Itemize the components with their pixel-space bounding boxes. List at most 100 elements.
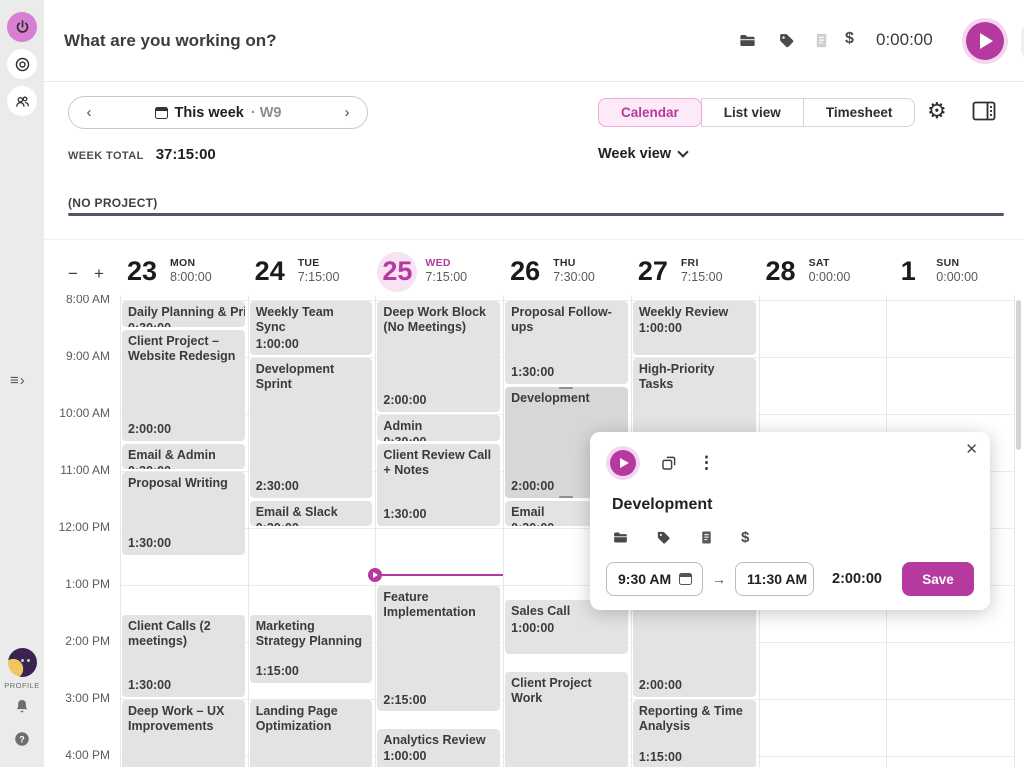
event-duration: 2:30:00 [255,478,299,493]
event-duration: 1:30:00 [383,507,427,522]
start-time-input[interactable]: 9:30 AM [606,562,703,596]
divider [44,239,1024,240]
folder-icon[interactable] [612,529,629,546]
day-header-tue[interactable]: 24 TUE 7:15:00 [250,248,374,295]
calendar-event[interactable]: Daily Planning & Priori 0:30:00 [122,301,245,327]
day-gridline [120,295,121,767]
view-tabs: Calendar List view Timesheet [598,98,916,127]
previous-week-button[interactable]: ‹ [86,104,92,121]
calendar-event[interactable]: Proposal Follow-ups 1:30:00 [505,301,628,384]
event-title: Email [511,504,545,519]
popup-start-timer-button[interactable] [606,446,640,480]
event-duration: 1:15:00 [638,749,682,764]
day-gridline [247,295,249,767]
team-nav-button[interactable] [7,86,37,116]
tag-icon[interactable] [777,31,796,50]
event-title: Sales Call [511,604,571,619]
notifications-bell-icon[interactable] [13,697,31,715]
calendar-event[interactable]: Marketing Strategy Planning 1:15:00 [249,614,373,683]
event-title: Feature Implementation [383,590,476,620]
day-name: SAT [808,257,830,270]
calendar-event[interactable]: Deep Work – UX Improvements [122,700,245,767]
next-week-button[interactable]: › [344,104,350,121]
tab-timesheet[interactable]: Timesheet [802,98,916,127]
arrow-right-icon: → [712,571,726,587]
calendar-event[interactable]: Development Sprint 2:30:00 [249,358,373,498]
day-header-wed[interactable]: 25 WED 7:15:00 [377,248,501,295]
tag-icon[interactable] [655,529,672,546]
calendar-event[interactable]: Client Project – Website Redesign 2:00:00 [122,329,245,441]
calendar-event[interactable]: Landing Page Optimization [249,700,373,767]
hour-gridline [120,528,1014,529]
resize-handle-top[interactable] [559,386,574,389]
help-icon[interactable]: ? [13,730,31,748]
billable-icon[interactable]: $ [845,30,854,47]
calendar-event[interactable]: Weekly Review 1:00:00 [632,301,756,355]
day-total: 7:15:00 [425,270,468,285]
profile-label: PROFILE [4,681,40,690]
popup-event-title[interactable]: Development [612,496,713,513]
settings-gear-icon[interactable]: ⚙ [927,98,947,123]
event-duration: 1:15:00 [255,664,299,679]
calendar-icon [679,573,693,585]
avatar[interactable] [8,648,37,677]
top-bar: $ 0:00:00 + [44,0,1024,82]
calendar-event[interactable]: Proposal Writing 1:30:00 [122,472,245,555]
calendar-event[interactable]: Client Review Call + Notes 1:30:00 [377,443,501,526]
more-options-icon[interactable]: ⋮ [698,452,715,472]
event-title: Analytics Review [383,732,486,747]
event-duration: 1:30:00 [128,535,172,550]
day-number: 25 [377,251,418,292]
invoice-icon[interactable] [698,529,715,546]
tab-list-view[interactable]: List view [700,98,804,127]
view-mode-dropdown[interactable]: Week view [598,146,689,162]
calendar-event[interactable]: Admin 0:30:00 [377,415,501,441]
day-header-fri[interactable]: 27 FRI 7:15:00 [633,248,757,295]
event-title: Daily Planning & Priori [128,305,245,319]
calendar-event[interactable]: Email & Slack 0:30:00 [249,500,373,526]
calendar-zoom-controls: − + [68,264,104,284]
save-button[interactable]: Save [902,562,974,596]
calendar-event[interactable]: Development 2:00:00 [505,386,628,498]
zoom-out-button[interactable]: − [68,264,78,283]
zoom-in-button[interactable]: + [93,264,104,283]
folder-icon[interactable] [738,31,757,50]
calendar-event[interactable]: Analytics Review 1:00:00 [377,728,501,767]
day-header-sat[interactable]: 28 SAT 0:00:00 [761,248,885,295]
calendar-event[interactable]: Deep Work Block (No Meetings) 2:00:00 [377,301,501,412]
date-range-label[interactable]: This week · W9 [109,105,327,121]
day-total: 0:00:00 [936,270,978,285]
day-header-sun[interactable]: 1 SUN 0:00:00 [888,248,1012,295]
billable-icon[interactable]: $ [741,529,750,546]
task-description-input[interactable] [64,26,624,56]
tab-calendar[interactable]: Calendar [598,98,702,127]
popup-duration: 2:00:00 [832,571,882,587]
time-tracker-nav-button[interactable] [7,12,37,42]
invoice-icon[interactable] [812,31,831,50]
close-icon[interactable]: ✕ [965,441,978,458]
day-header-thu[interactable]: 26 THU 7:30:00 [505,248,629,295]
week-total-value: 37:15:00 [155,146,216,163]
duplicate-icon[interactable] [660,454,678,472]
calendar-event[interactable]: Feature Implementation 2:15:00 [377,586,501,712]
calendar-event[interactable]: Email & Admin 0:30:00 [122,443,245,469]
calendar-event[interactable]: Client Calls (2 meetings) 1:30:00 [122,614,245,697]
day-total: 7:15:00 [297,270,340,285]
hour-label: 1:00 PM [65,577,110,591]
resize-handle-bottom[interactable] [559,495,574,498]
event-title: Development Sprint [255,362,335,392]
calendar-event[interactable]: Client Project Work [505,671,628,767]
start-timer-button[interactable] [962,18,1008,64]
goals-nav-button[interactable] [7,49,37,79]
day-total: 7:30:00 [553,270,595,285]
expand-sidebar-button[interactable]: ≡› [10,371,26,389]
end-time-input[interactable]: 11:30 AM [735,562,814,596]
calendar-event[interactable]: Weekly Team Sync 1:00:00 [249,301,373,355]
calendar-event[interactable]: Reporting & Time Analysis 1:15:00 [632,700,756,767]
day-header-mon[interactable]: 23 MON 8:00:00 [122,248,246,295]
event-title: Reporting & Time Analysis [638,704,743,734]
right-panel-icon[interactable] [972,101,996,121]
event-duration: 0:30:00 [511,521,622,526]
vertical-scrollbar[interactable] [1016,300,1021,450]
